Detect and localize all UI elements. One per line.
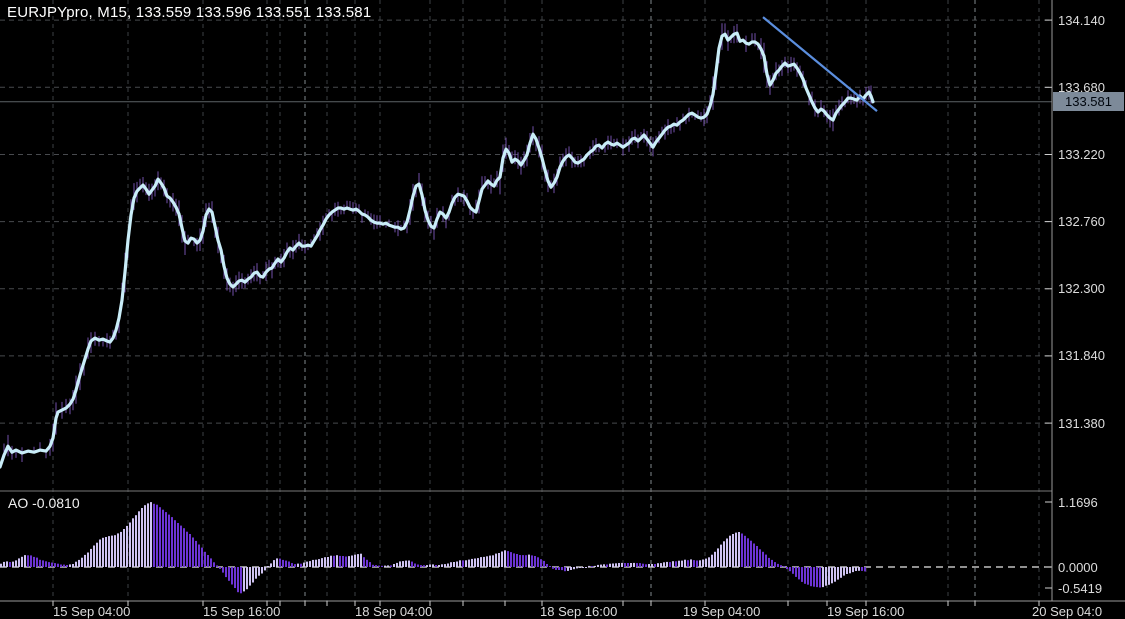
axis-ticks [52, 19, 1052, 606]
indicator-axis-label: 0.0000 [1058, 560, 1098, 575]
price-axis-label: 133.680 [1058, 80, 1105, 95]
time-axis-label: 18 Sep 04:00 [355, 604, 433, 619]
candle-wicks [3, 23, 872, 462]
price-axis-label: 131.840 [1058, 348, 1105, 363]
price-axis-label: 132.760 [1058, 214, 1105, 229]
trendline[interactable] [762, 16, 878, 112]
current-price-label: 133.581 [1053, 92, 1124, 111]
time-axis-label: 19 Sep 04:00 [683, 604, 761, 619]
time-axis-label: 20 Sep 04:0 [1032, 604, 1103, 619]
price-axis-label: 131.380 [1058, 416, 1105, 431]
time-axis-label: 15 Sep 04:00 [53, 604, 131, 619]
ao-histogram [0, 502, 866, 594]
chart-title: EURJPYpro, M15, 133.559 133.596 133.551 … [7, 4, 372, 21]
indicator-label: AO -0.0810 [8, 495, 80, 511]
price-axis-label: 132.300 [1058, 281, 1105, 296]
price-axis-label: 133.220 [1058, 147, 1105, 162]
time-axis-label: 19 Sep 16:00 [827, 604, 905, 619]
time-axis-label: 15 Sep 16:00 [203, 604, 281, 619]
time-axis-label: 18 Sep 16:00 [540, 604, 618, 619]
indicator-axis-label: -0.5419 [1058, 581, 1103, 596]
price-series [0, 31, 875, 469]
price-axis-label: 134.140 [1058, 13, 1105, 28]
indicator-axis-label: 1.1696 [1058, 495, 1098, 510]
